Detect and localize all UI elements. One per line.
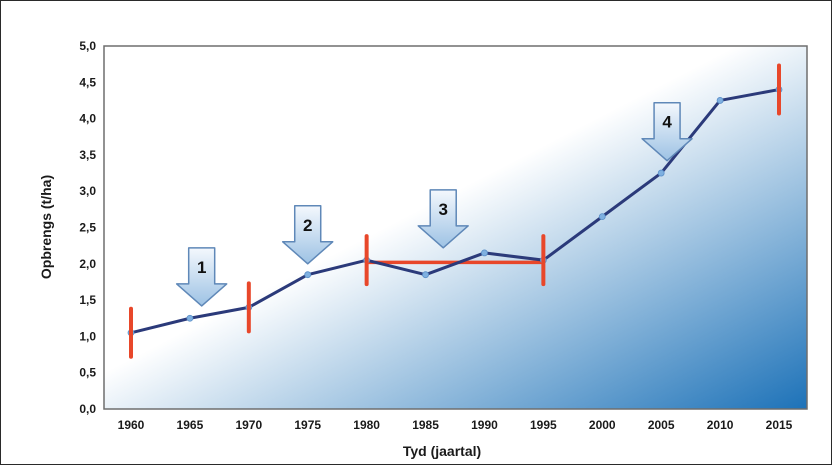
x-tick-label: 1990: [471, 418, 498, 432]
arrow-down-icon: [641, 101, 693, 162]
data-point: [422, 271, 429, 279]
y-tick-label: 4,5: [79, 75, 96, 89]
y-axis-title: Opbrengs (t/ha): [38, 175, 54, 279]
data-point: [481, 249, 488, 257]
series-line: [130, 88, 780, 335]
arrow-number: 3: [438, 200, 447, 219]
y-tick-label: 4,0: [79, 112, 96, 126]
arrow-number: 1: [197, 258, 206, 277]
annotation-arrow: 4: [641, 101, 693, 162]
annotation-arrows: 1 2 3 4: [175, 101, 693, 307]
arrow-number: 4: [662, 113, 672, 132]
x-tick-label: 1960: [118, 418, 145, 432]
y-tick-label: 1,5: [79, 293, 96, 307]
annotation-arrow: 1: [175, 247, 228, 307]
data-point: [304, 271, 312, 279]
x-tick-label: 1965: [177, 418, 204, 432]
data-point: [186, 314, 194, 322]
arrow-down-icon: [281, 205, 334, 265]
x-axis-title: Tyd (jaartal): [403, 443, 481, 459]
y-tick-label: 3,0: [79, 184, 96, 198]
x-tick-label: 2015: [766, 418, 793, 432]
y-tick-label: 3,5: [79, 148, 96, 162]
x-tick-label: 1995: [530, 418, 557, 432]
arrow-number: 2: [303, 216, 312, 235]
y-tick-label: 2,5: [79, 221, 96, 235]
x-tick-label: 1970: [235, 418, 262, 432]
x-tick-label: 2005: [648, 418, 675, 432]
x-tick-label: 1980: [353, 418, 380, 432]
annotation-arrow: 2: [281, 205, 334, 265]
annotation-arrow: 3: [417, 189, 469, 249]
arrow-down-icon: [175, 247, 228, 307]
y-tick-label: 1,0: [79, 329, 96, 343]
x-tick-label: 1985: [412, 418, 439, 432]
data-point: [657, 169, 665, 177]
y-tick-label: 5,0: [79, 39, 96, 53]
x-tick-label: 2000: [589, 418, 616, 432]
arrow-down-icon: [417, 189, 469, 249]
y-tick-label: 0,0: [79, 402, 96, 416]
x-tick-label: 1975: [294, 418, 321, 432]
y-axis-ticks: 0,0 0,5 1,0 1,5 2,0 2,5 3,0 3,5 4,0 4,5 5,0: [79, 39, 96, 416]
period-markers: [129, 63, 781, 359]
x-tick-label: 2010: [707, 418, 734, 432]
data-point: [716, 97, 724, 104]
data-point: [598, 213, 606, 221]
y-tick-label: 0,5: [79, 366, 96, 380]
x-axis-ticks: 1960 1965 1970 1975 1980 1985 1990 1995 2000 2005…: [118, 418, 793, 432]
y-tick-label: 2,0: [79, 257, 96, 271]
